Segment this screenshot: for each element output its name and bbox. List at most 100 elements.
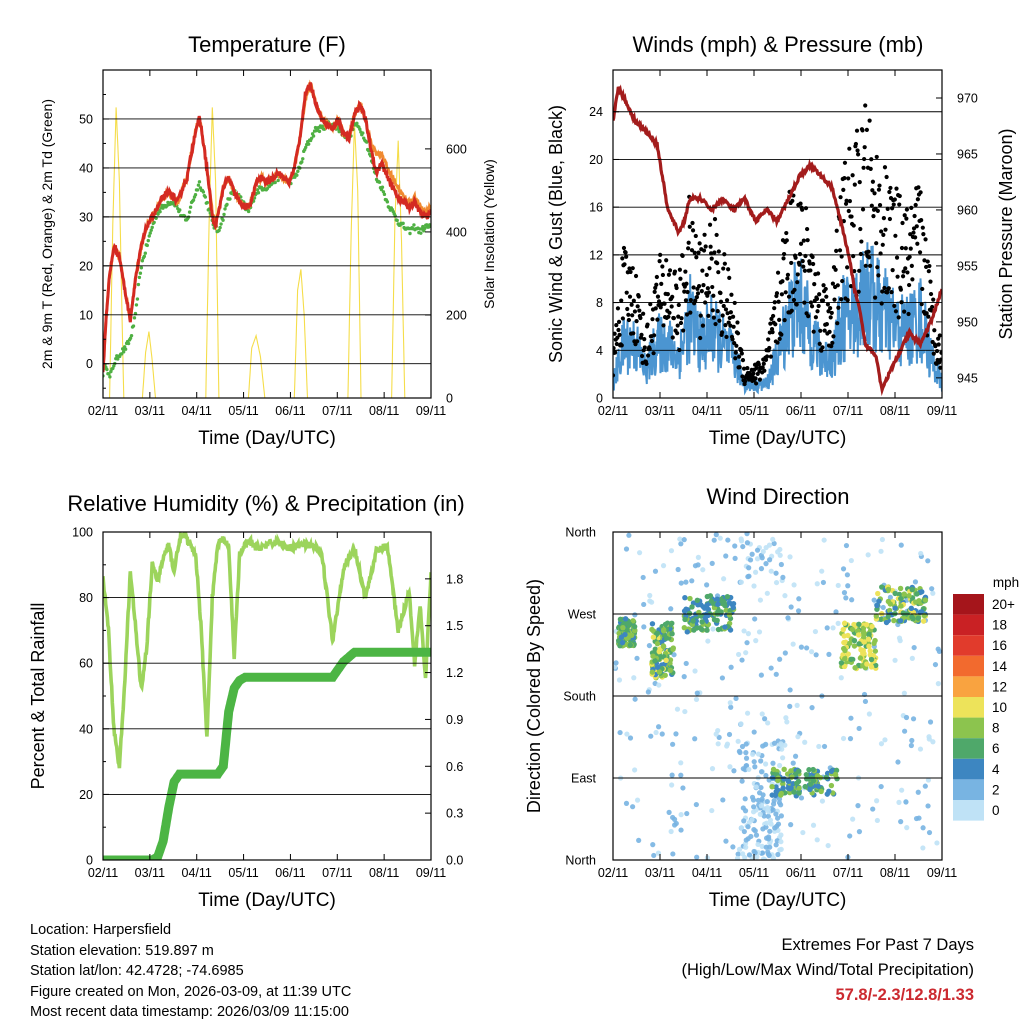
extremes-subtitle: (High/Low/Max Wind/Total Precipitation) (681, 961, 974, 979)
rh-right-tick-label: 0.0 (446, 854, 463, 868)
direction-point (848, 656, 854, 663)
direction-point (929, 586, 935, 592)
gust-point (810, 254, 815, 260)
direction-point (816, 743, 822, 750)
gust-point (762, 368, 767, 373)
direction-point (895, 759, 901, 765)
direction-point (743, 755, 750, 761)
direction-point (764, 835, 770, 841)
dewpoint-point (295, 173, 299, 177)
direction-point (818, 788, 824, 795)
gust-point (695, 291, 701, 296)
gust-point (641, 311, 646, 316)
direction-point (896, 591, 903, 598)
direction-point (683, 606, 689, 612)
direction-point (726, 612, 733, 618)
gust-point (855, 148, 860, 153)
direction-point (759, 711, 765, 717)
gust-point (785, 272, 791, 278)
dir-ytick-label: North (565, 526, 596, 540)
gust-point (684, 312, 690, 317)
dir-xlabel: Time (Day/UTC) (709, 890, 847, 911)
gust-point (923, 237, 928, 242)
gust-point (616, 327, 621, 333)
gust-point (671, 316, 676, 321)
dir-ytick-label: West (568, 608, 597, 622)
direction-point (842, 656, 848, 662)
gust-point (925, 259, 930, 264)
legend-swatch (953, 655, 984, 677)
dewpoint-point (306, 142, 311, 146)
direction-point (622, 616, 629, 622)
direction-point (794, 702, 800, 708)
direction-point (776, 762, 783, 769)
direction-point (773, 671, 779, 677)
direction-point (770, 807, 776, 813)
gust-point (928, 279, 933, 284)
direction-point (672, 822, 678, 828)
rh-ytick-label: 60 (79, 657, 93, 671)
gust-point (839, 254, 844, 259)
dewpoint-point (408, 231, 412, 236)
direction-point (771, 540, 777, 547)
dewpoint-point (301, 157, 305, 161)
direction-point (871, 597, 877, 603)
direction-point (759, 555, 765, 561)
gust-point (710, 284, 715, 290)
direction-point (767, 840, 773, 846)
gust-point (879, 229, 884, 234)
gust-point (830, 281, 835, 286)
gust-point (725, 311, 730, 316)
direction-point (783, 715, 789, 721)
gust-point (902, 309, 907, 314)
gust-point (667, 268, 673, 273)
direction-point (904, 825, 910, 831)
legend-label: 20+ (992, 597, 1015, 612)
gust-point (616, 319, 622, 324)
direction-point (745, 824, 751, 830)
temp-plot-area (103, 79, 431, 398)
direction-point (750, 809, 757, 815)
direction-point (856, 725, 862, 732)
direction-point (743, 741, 749, 747)
direction-point (840, 566, 847, 572)
dewpoint-point (382, 192, 387, 197)
dewpoint-point (147, 234, 151, 238)
direction-point (862, 698, 869, 705)
gust-point (835, 321, 840, 326)
direction-point (683, 579, 689, 585)
direction-point (763, 820, 770, 826)
dewpoint-point (223, 207, 227, 211)
direction-point (868, 656, 875, 663)
gust-point (936, 342, 941, 347)
direction-point (792, 753, 799, 759)
gust-point (856, 289, 861, 294)
dewpoint-point (317, 129, 322, 134)
direction-point (728, 664, 734, 670)
gust-point (931, 297, 936, 302)
gust-point (833, 267, 838, 272)
gust-point (875, 265, 880, 270)
direction-point (812, 628, 819, 635)
direction-point (619, 639, 626, 646)
gust-point (821, 283, 826, 288)
direction-point (754, 556, 761, 562)
direction-point (747, 557, 754, 563)
gust-point (675, 331, 680, 336)
direction-point (719, 675, 725, 681)
gust-point (779, 332, 784, 337)
gust-point (882, 285, 887, 291)
gust-point (844, 198, 849, 203)
direction-point (772, 792, 779, 799)
direction-point (751, 729, 757, 735)
direction-point (848, 715, 854, 721)
direction-point (909, 586, 915, 593)
direction-point (851, 637, 858, 644)
gust-point (886, 286, 891, 291)
gust-point (849, 214, 854, 219)
gust-point (672, 269, 678, 274)
gust-point (850, 173, 855, 178)
direction-point (863, 621, 870, 628)
legend-swatch (953, 779, 984, 800)
gust-point (688, 298, 693, 303)
